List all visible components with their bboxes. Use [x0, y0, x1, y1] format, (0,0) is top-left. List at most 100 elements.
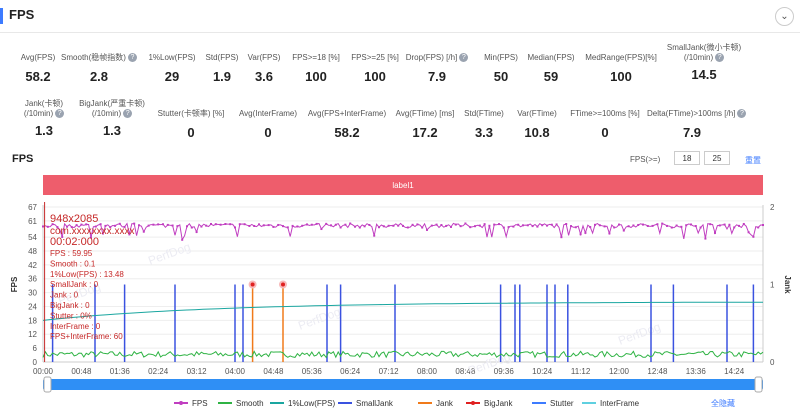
fps-point [104, 224, 107, 227]
series-1pct-low-line [42, 301, 763, 321]
stat-label: Var(FTime) [492, 109, 582, 119]
tooltip-time: 00:02:000 [50, 236, 99, 248]
fps-point [546, 224, 548, 227]
y-tick-label: 54 [28, 233, 37, 242]
chevron-down-icon[interactable]: ⌄ [775, 7, 794, 26]
fps-point [114, 224, 116, 227]
hide-all-button[interactable]: 全隐藏 [711, 399, 735, 408]
stat-label: Avg(FTime) [ms] [380, 109, 470, 119]
fps-point [565, 223, 568, 226]
bigjank-marker[interactable] [250, 282, 255, 287]
fps-point [435, 223, 438, 226]
fps-point [320, 228, 323, 231]
fps-point [723, 223, 726, 226]
fps-point [262, 224, 265, 227]
fps-point [200, 225, 203, 228]
fps-point [85, 223, 88, 226]
stat-label-unit-text: (/10min) [91, 109, 122, 118]
label-band[interactable] [43, 175, 763, 195]
tooltip-line: BigJank : 0 [50, 301, 90, 310]
stat-stats_row2-7: Var(FTime) 10.8 [492, 109, 582, 140]
fps-point [541, 224, 544, 227]
fps-point [224, 222, 227, 225]
stat-label-text: Drop(FPS) [/h] [405, 53, 458, 62]
fps-point [210, 222, 212, 225]
fps-point [147, 224, 150, 227]
fps-point [502, 226, 505, 229]
stat-value: 100 [364, 69, 386, 84]
help-icon[interactable]: ? [715, 53, 725, 63]
stat-value: 1.3 [34, 123, 54, 138]
fps-point [613, 226, 616, 229]
stat-value: 58.2 [334, 125, 360, 140]
stat-value: 3.3 [474, 125, 494, 140]
y2-axis-title: Jank [783, 275, 792, 294]
fps-point [219, 223, 222, 226]
x-tick-label: 07:12 [379, 367, 400, 376]
fps-point [690, 223, 692, 226]
stat-stats_row1-8: Min(FPS) 50 [456, 53, 546, 84]
fps-point [277, 223, 280, 226]
watermark: PerfDog [296, 305, 342, 333]
fps-threshold-input-1[interactable] [674, 151, 700, 165]
fps-point [301, 224, 304, 227]
fps-point [474, 225, 476, 228]
help-icon[interactable]: ? [127, 53, 137, 63]
fps-point [478, 224, 481, 227]
fps-point [162, 223, 164, 226]
fps-point [118, 222, 121, 225]
fps-point [272, 225, 275, 228]
fps-point [243, 223, 246, 226]
fps-point [152, 223, 155, 226]
fps-point [421, 226, 424, 229]
stat-value: 14.5 [691, 67, 717, 82]
fps-point [757, 226, 760, 229]
fps-point [550, 223, 553, 226]
fps-point [181, 238, 184, 241]
x-tick-label: 08:00 [417, 367, 438, 376]
tooltip-title: 948x2085 [50, 213, 98, 225]
fps-point [397, 224, 400, 227]
legend-label: 1%Low(FPS) [288, 399, 335, 408]
header-accent-bar [0, 8, 3, 24]
fps-point [94, 225, 97, 228]
fps-point [190, 226, 193, 229]
stat-label: Median(FPS) [506, 53, 596, 63]
range-slider-handle-left[interactable] [43, 376, 52, 393]
fps-point [584, 231, 587, 234]
fps-point [642, 223, 644, 226]
help-icon[interactable]: ? [55, 109, 65, 119]
stat-label-text: Smooth(稳帧指数) [61, 53, 126, 62]
help-icon[interactable]: ? [737, 109, 747, 119]
fps-point [234, 226, 236, 229]
fps-point [507, 226, 510, 229]
fps-point [685, 224, 688, 227]
fps-point [694, 225, 697, 228]
y2-tick-label: 2 [770, 203, 775, 212]
help-icon[interactable]: ? [123, 109, 133, 119]
y-axis-title: FPS [10, 276, 19, 292]
fps-point [426, 228, 428, 231]
stat-value: 29 [164, 69, 180, 84]
reset-button[interactable]: 重置 [745, 156, 761, 165]
stat-label-unit: (/10min)? [659, 53, 749, 63]
fps-point [704, 237, 707, 240]
y-tick-label: 61 [28, 217, 37, 226]
fps-point [738, 224, 740, 227]
fps-point [90, 236, 92, 239]
fps-point [80, 223, 83, 226]
fps-threshold-input-2[interactable] [704, 151, 730, 165]
bigjank-marker[interactable] [281, 282, 285, 287]
range-slider-handle-right[interactable] [754, 376, 763, 393]
stat-label: BigJank(严重卡顿) [67, 99, 157, 109]
x-tick-label: 01:36 [110, 367, 131, 376]
fps-point [632, 224, 635, 227]
legend-label: SmallJank [356, 399, 394, 408]
help-icon[interactable]: ? [459, 53, 469, 63]
y-tick-label: 67 [28, 203, 37, 212]
range-slider-track[interactable] [43, 379, 763, 390]
stat-stats_row1-6: FPS>=25 [%] 100 [330, 53, 420, 84]
legend-label: Jank [436, 399, 454, 408]
x-tick-label: 08:48 [455, 367, 476, 376]
